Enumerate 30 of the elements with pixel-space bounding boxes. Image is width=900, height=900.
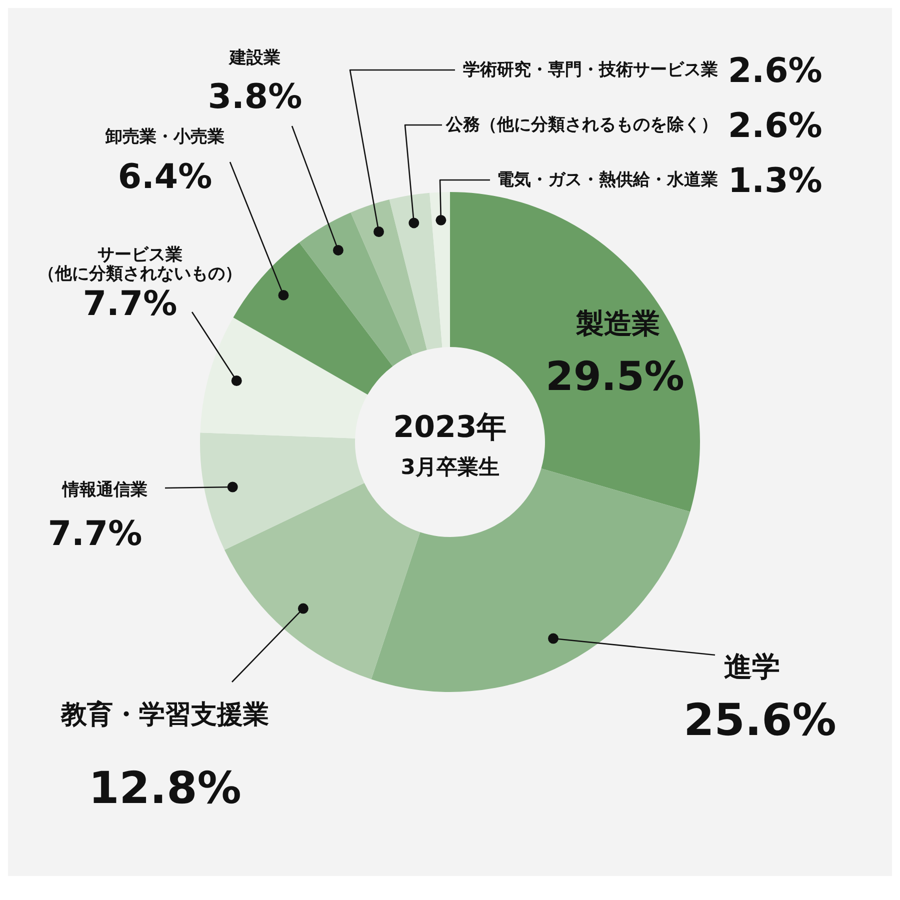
slice-label: 電気・ガス・熱供給・水道業 (497, 170, 718, 190)
donut-slice (299, 212, 412, 366)
slice-label: 情報通信業 (62, 480, 148, 500)
slice-label: 卸売業・小売業 (104, 127, 224, 147)
data-label: 1.3% (728, 161, 822, 201)
slice-label: サービス業（他に分類されないもの） (38, 245, 242, 284)
data-label: 7.7% (48, 514, 142, 554)
slice-label: 進学 (724, 650, 780, 683)
data-label: 3.8% (208, 77, 302, 117)
data-label: 2.6% (728, 51, 822, 91)
data-label: 2.6% (728, 106, 822, 146)
donut-slice (200, 432, 364, 550)
data-label: 7.7% (82, 284, 178, 324)
donut-slice (224, 482, 420, 680)
donut-slice (233, 242, 393, 395)
slice-label: 学術研究・専門・技術サービス業 (463, 60, 718, 80)
slice-label: 建設業 (228, 48, 280, 68)
slice-label: 製造業 (575, 307, 660, 340)
data-label: 25.6% (684, 695, 836, 746)
donut-slice (430, 192, 450, 348)
slice-label: 公務（他に分類されるものを除く） (445, 115, 718, 135)
text: 2023年 (393, 410, 507, 445)
donut-slice (350, 199, 427, 355)
slice-label: 教育・学習支援業 (60, 699, 269, 730)
text: 3月卒業生 (400, 455, 500, 479)
data-label: 6.4% (118, 157, 212, 197)
data-label: 12.8% (88, 763, 242, 814)
donut-slice (200, 317, 368, 438)
data-label: 29.5% (546, 354, 684, 400)
donut-slice (389, 192, 442, 350)
